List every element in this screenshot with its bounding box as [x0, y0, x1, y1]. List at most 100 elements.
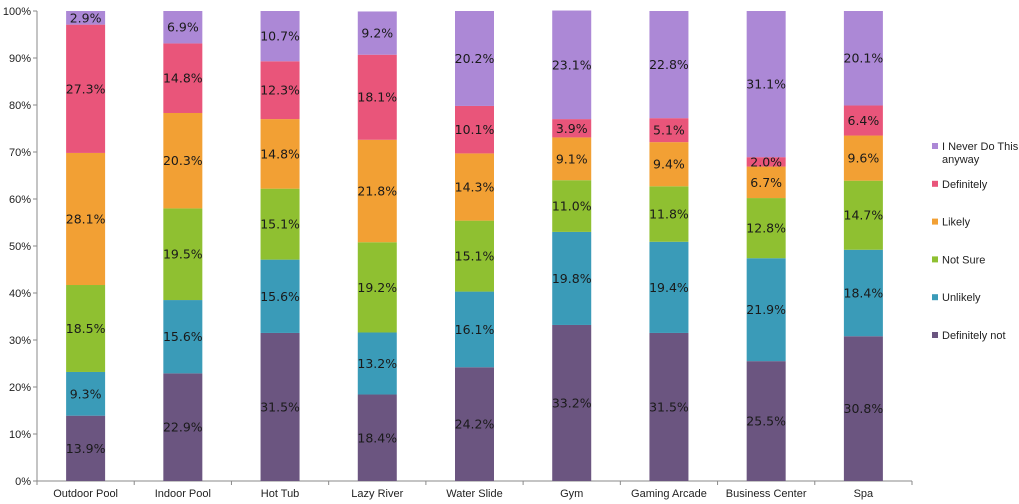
bar-segment — [552, 231, 592, 325]
data-label: 16.1% — [455, 322, 495, 337]
y-tick-label: 0% — [15, 476, 31, 488]
bar-segment — [649, 11, 689, 119]
data-label: 2.9% — [70, 10, 102, 25]
data-label: 5.1% — [653, 123, 685, 138]
bar-segment — [649, 332, 689, 481]
legend-label: Likely — [942, 217, 971, 229]
data-label: 9.2% — [361, 26, 393, 41]
bar-segment — [552, 119, 592, 138]
y-axis: 0% 10% 20% 30% 40% 50% 60% 70% 80% 90% 100% — [3, 6, 38, 488]
legend-label-line: anyway — [942, 154, 980, 166]
data-label: 14.7% — [844, 208, 884, 223]
data-label: 31.1% — [746, 77, 786, 92]
data-label: 12.3% — [260, 83, 300, 98]
data-label: 18.4% — [357, 430, 397, 445]
bar-segment — [746, 166, 786, 199]
legend-swatch — [932, 143, 938, 149]
data-label: 15.6% — [260, 289, 300, 304]
data-label: 10.1% — [455, 122, 495, 137]
bar-segment — [357, 242, 397, 333]
bar-segment — [455, 220, 494, 292]
data-label: 19.8% — [552, 271, 592, 286]
bar-segment — [455, 153, 494, 221]
legend-label-line: Definitely not — [942, 330, 1006, 342]
bar-segment — [843, 336, 883, 481]
bar-segment — [552, 180, 592, 232]
y-tick-label: 20% — [9, 382, 31, 394]
y-tick-label: 100% — [3, 6, 31, 18]
legend-label-line: Likely — [942, 217, 971, 229]
legend-label: Definitely — [942, 179, 988, 191]
bar-segment — [746, 11, 786, 158]
bar-segment — [357, 394, 397, 481]
legend-label: Unlikely — [942, 292, 981, 304]
data-label: 31.5% — [260, 399, 300, 414]
bar-segment — [649, 186, 689, 242]
bar-segment — [455, 291, 494, 368]
y-tick-label: 40% — [9, 288, 31, 300]
y-tick-label: 80% — [9, 100, 31, 112]
data-label: 9.1% — [556, 151, 588, 166]
data-label: 15.6% — [163, 329, 203, 344]
bar-segment — [357, 54, 397, 140]
bar-segment — [260, 61, 300, 120]
bar-segment — [260, 11, 300, 62]
bar-segment — [455, 105, 494, 154]
y-tick-label: 50% — [9, 241, 31, 253]
bar-segment — [66, 285, 106, 372]
x-axis: Outdoor Pool Indoor Pool Hot Tub Lazy River… — [36, 480, 913, 500]
legend-label: I Never Do This, anyway — [942, 141, 1019, 166]
bar-segment — [552, 137, 592, 181]
data-label: 20.2% — [455, 51, 495, 66]
bar-segment — [455, 11, 494, 106]
bar-segment — [357, 139, 397, 243]
segment-labels: 13.9% 9.3% 18.5% 28.1% 27.3% 2.9% 22.9% 15.6% 19… — [66, 10, 884, 456]
x-tick-label: Water Slide — [446, 488, 502, 500]
legend-label-line: I Never Do This, — [942, 141, 1019, 153]
data-label: 27.3% — [66, 81, 106, 96]
y-tick-label: 70% — [9, 147, 31, 159]
x-tick-label: Hot Tub — [261, 488, 300, 500]
data-label: 18.1% — [357, 90, 397, 105]
data-label: 13.2% — [357, 356, 397, 371]
data-label: 9.3% — [70, 386, 102, 401]
legend: I Never Do This, anyway Definitely Likely No… — [932, 141, 1019, 342]
bar-segment — [66, 11, 106, 25]
bar-segment — [843, 105, 883, 136]
data-label: 18.4% — [844, 286, 884, 301]
x-tick-label: Indoor Pool — [155, 488, 211, 500]
bar-segment — [357, 11, 397, 55]
legend-label-line: Unlikely — [942, 292, 981, 304]
bar-segment — [66, 152, 106, 286]
y-tick-label: 30% — [9, 335, 31, 347]
data-label: 19.4% — [649, 280, 689, 295]
data-label: 2.0% — [750, 154, 782, 169]
bar-segment — [163, 112, 203, 209]
data-label: 12.8% — [746, 221, 786, 236]
legend-label: Not Sure — [942, 254, 985, 266]
y-tick-label: 60% — [9, 194, 31, 206]
data-label: 30.8% — [844, 401, 884, 416]
bar-segment — [66, 371, 106, 416]
data-label: 19.2% — [357, 280, 397, 295]
data-label: 21.8% — [357, 184, 397, 199]
bar-segment — [163, 11, 203, 44]
bar-segment — [163, 208, 203, 301]
y-tick-label: 90% — [9, 53, 31, 65]
legend-swatch — [932, 218, 938, 225]
bar-segment — [843, 249, 883, 337]
data-label: 20.1% — [844, 51, 884, 66]
data-label: 11.0% — [552, 199, 592, 214]
bar-segment — [649, 118, 689, 143]
data-label: 21.9% — [746, 302, 786, 317]
bar-segment — [163, 373, 203, 481]
bar-segment — [649, 142, 689, 187]
bar-segment — [163, 43, 203, 113]
legend-label-line: Not Sure — [942, 254, 985, 266]
data-label: 25.5% — [746, 414, 786, 429]
data-label: 14.3% — [455, 180, 495, 195]
data-label: 14.8% — [260, 146, 300, 161]
bar-segment — [843, 180, 883, 250]
data-label: 22.8% — [649, 57, 689, 72]
